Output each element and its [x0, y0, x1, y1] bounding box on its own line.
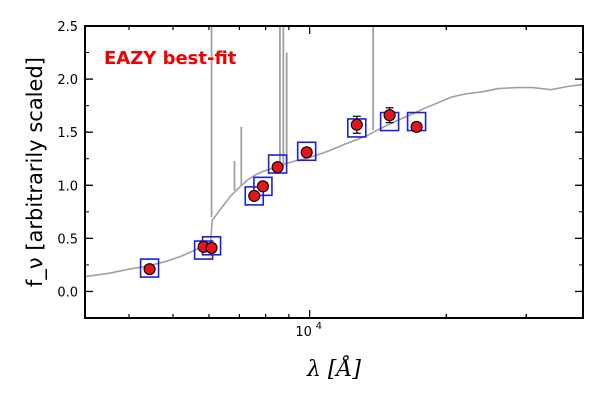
x-tick-label-exponent: 4	[316, 321, 322, 332]
plot-area	[85, 26, 583, 278]
y-tick-label: 2.0	[57, 73, 78, 88]
y-tick-label: 0.0	[57, 285, 78, 300]
plot-frame	[84, 25, 584, 319]
y-tick-label: 0.5	[57, 232, 78, 247]
model-photometry-box	[253, 176, 273, 197]
observed-photometry-point	[256, 180, 269, 193]
observed-photometry-point	[383, 109, 396, 122]
x-axis-ticks: 10 4	[128, 26, 584, 340]
x-axis-title: λ [Å]	[306, 354, 361, 382]
observed-photometry-point	[248, 189, 261, 202]
observed-photometry-point	[410, 120, 423, 133]
x-axis-title-text: λ [Å]	[306, 354, 361, 382]
model-photometry-box	[296, 141, 317, 162]
y-axis-title: f_ν [arbitrarily scaled]	[23, 57, 48, 287]
observed-photometry-point	[300, 146, 313, 159]
model-photometry-box	[139, 258, 160, 278]
observed-photometry-point	[143, 263, 156, 276]
observed-photometry-point	[350, 118, 363, 131]
template-spectrum-line	[85, 83, 583, 278]
y-tick-label: 1.5	[57, 126, 78, 141]
chart-annotation: EAZY best-fit	[104, 48, 237, 69]
y-axis-title-text: f_ν [arbitrarily scaled]	[23, 57, 48, 287]
x-tick-label: 10	[295, 325, 312, 340]
observed-photometry-point	[271, 161, 284, 174]
observed-photometry-point	[205, 241, 218, 254]
y-tick-label: 2.5	[57, 20, 78, 35]
y-axis-ticks: 0.0 0.5 1.0 1.5 2.0 2.5	[57, 20, 583, 319]
y-tick-label: 1.0	[57, 179, 78, 194]
